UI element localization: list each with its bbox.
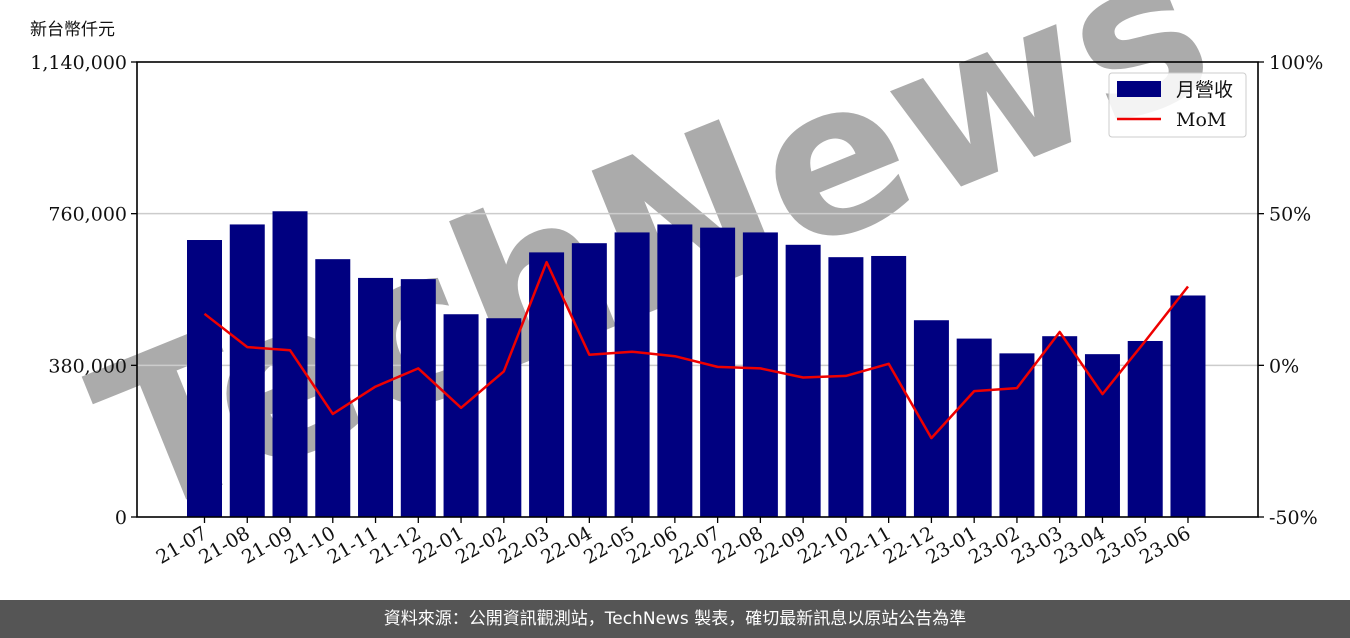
legend-swatch-bar xyxy=(1117,81,1161,97)
bar-21-08 xyxy=(229,224,265,517)
bar-22-06 xyxy=(657,224,693,517)
bar-23-01 xyxy=(956,338,992,517)
y-axis-unit-label: 新台幣仟元 xyxy=(30,20,115,40)
bar-23-02 xyxy=(999,353,1035,517)
right-tick-label-3: 100% xyxy=(1269,52,1323,74)
bar-23-05 xyxy=(1127,340,1163,517)
plot-frame xyxy=(136,61,1259,518)
bar-22-10 xyxy=(828,257,864,517)
bar-21-12 xyxy=(400,279,436,517)
legend-label-bar: 月營收 xyxy=(1176,79,1233,101)
bar-22-04 xyxy=(571,243,607,517)
mom-line-series xyxy=(203,260,1189,440)
bar-22-07 xyxy=(700,227,736,517)
x-tick-label-23-06: 23-06 xyxy=(1136,522,1194,568)
bar-23-03 xyxy=(1042,336,1078,517)
bar-21-11 xyxy=(358,277,394,517)
bar-22-03 xyxy=(529,252,565,517)
left-tick-label-2: 760,000 xyxy=(48,204,127,226)
mom-line xyxy=(203,260,1189,440)
bar-23-06 xyxy=(1170,295,1206,517)
right-tick-label-1: 0% xyxy=(1269,355,1299,377)
bar-22-09 xyxy=(785,244,821,517)
right-tick-label-0: -50% xyxy=(1269,507,1318,529)
bar-21-07 xyxy=(187,240,222,517)
bar-21-10 xyxy=(315,259,351,517)
bar-22-01 xyxy=(443,314,479,517)
bar-22-08 xyxy=(742,232,778,517)
bar-series xyxy=(187,211,1206,518)
left-tick-label-0: 0 xyxy=(115,507,127,529)
left-tick-label-1: 380,000 xyxy=(48,355,127,377)
legend-label-line: MoM xyxy=(1176,109,1226,131)
legend: 月營收 MoM xyxy=(1108,72,1247,138)
source-footer: 資料來源：公開資訊觀測站，TechNews 製表，確切最新訊息以原站公告為準 xyxy=(0,600,1350,638)
bar-21-09 xyxy=(272,211,308,518)
bar-22-05 xyxy=(614,232,650,517)
bar-22-02 xyxy=(486,318,522,517)
left-tick-label-3: 1,140,000 xyxy=(30,52,127,74)
right-tick-label-2: 50% xyxy=(1269,204,1311,226)
revenue-chart: TechNews 0380,000760,0001,140,000-50%0%5… xyxy=(30,0,1323,569)
